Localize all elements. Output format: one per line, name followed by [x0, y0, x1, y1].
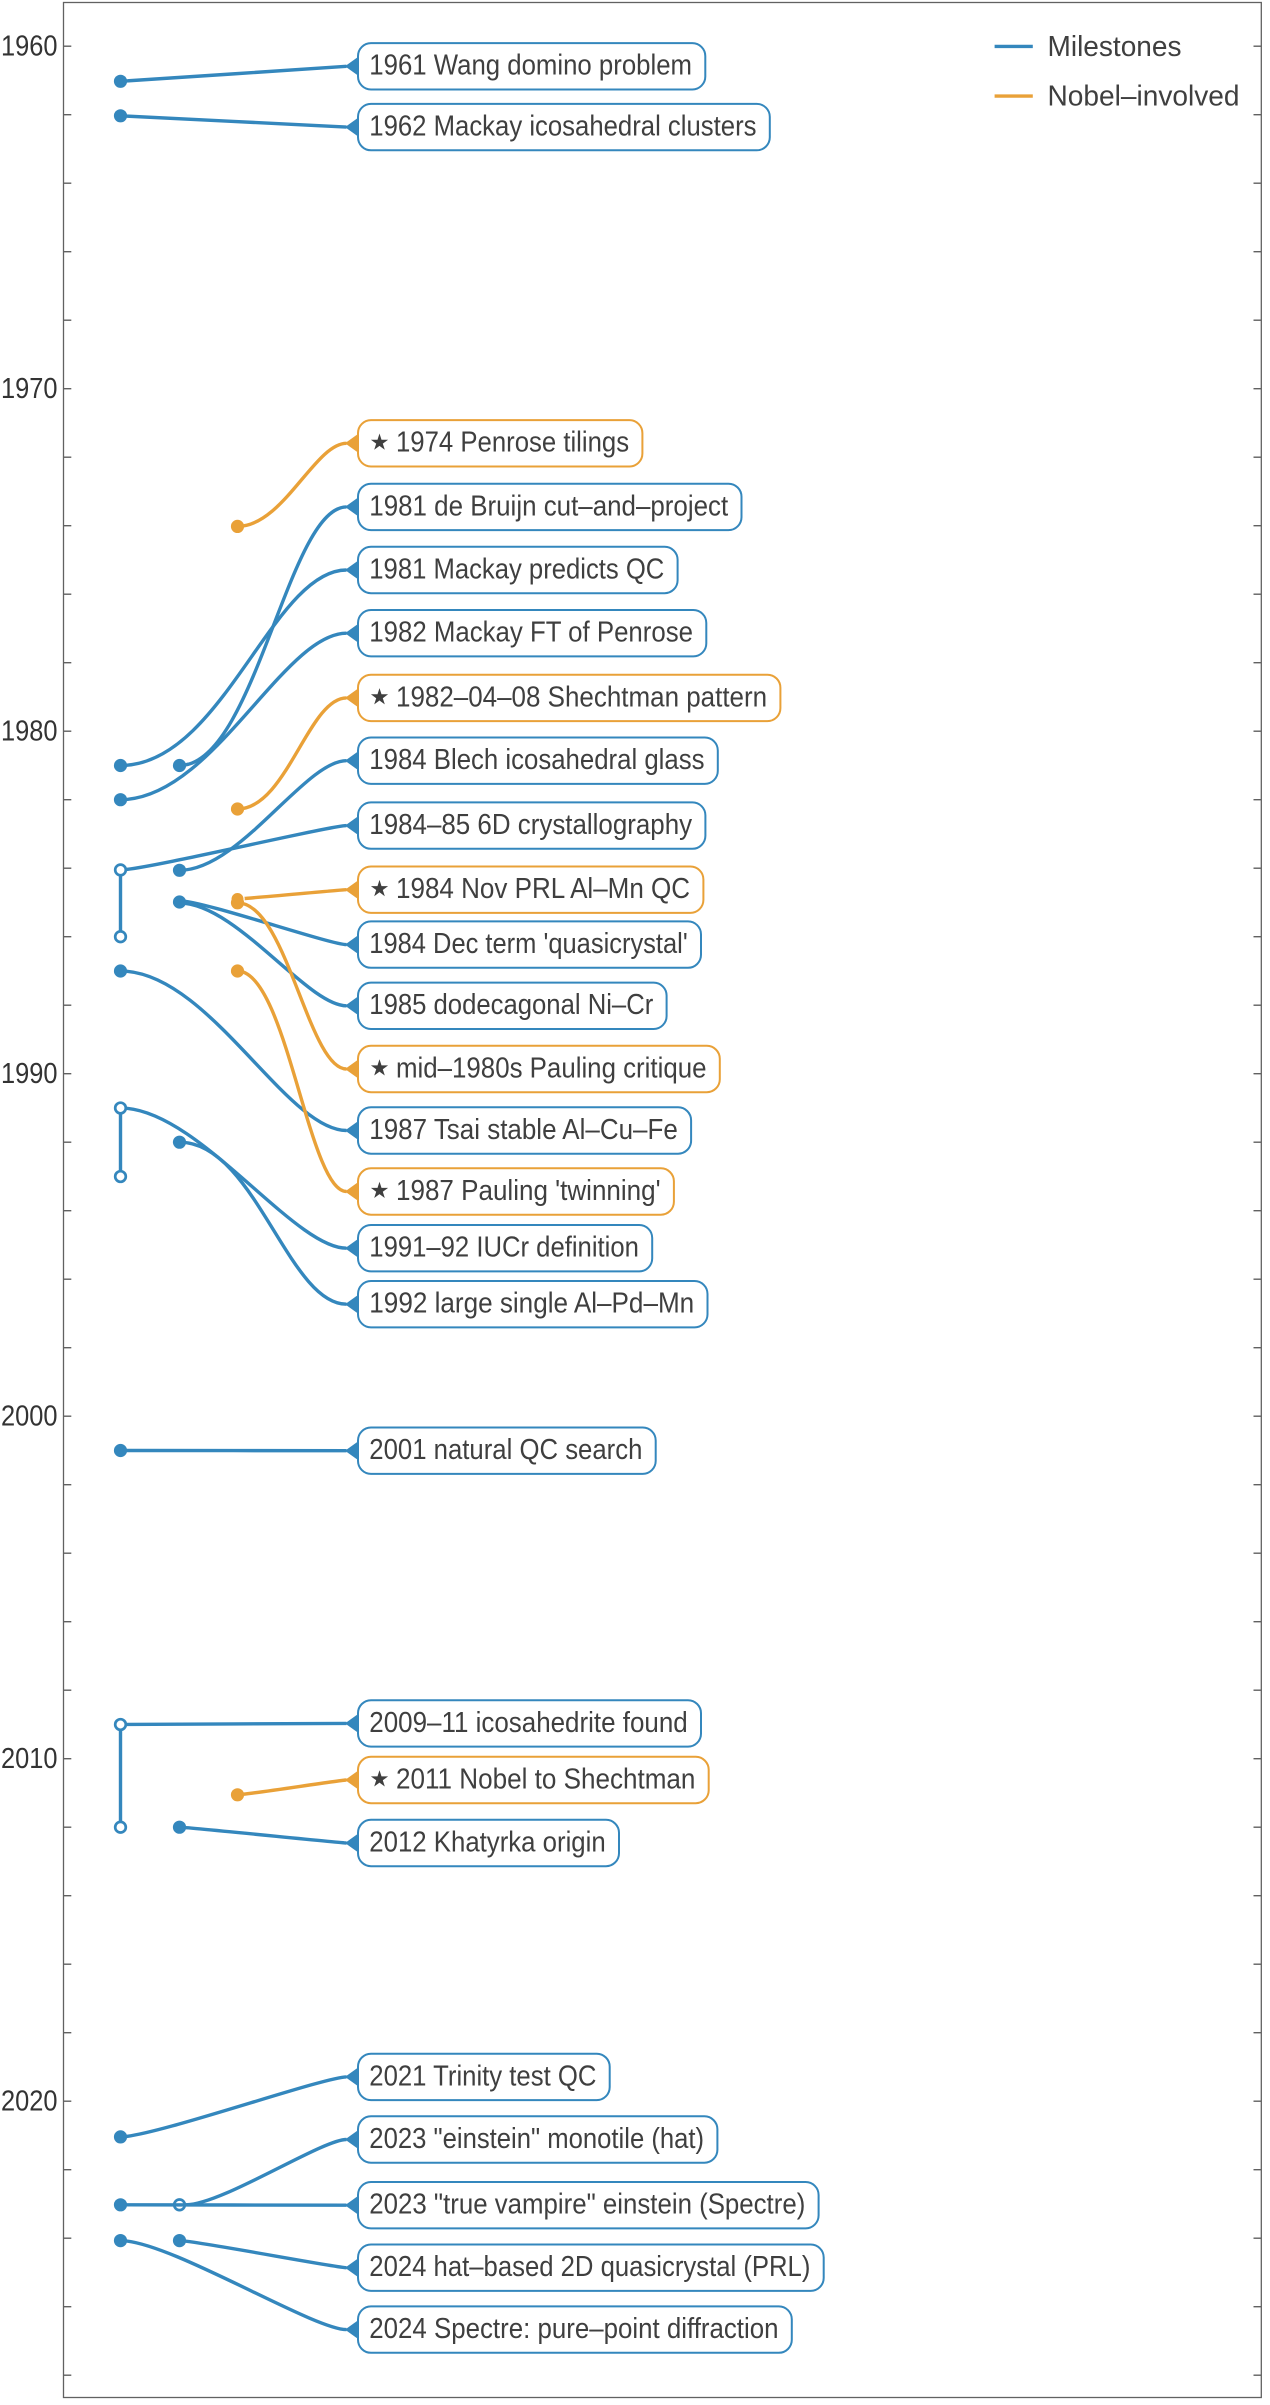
svg-text:1987 Pauling 'twinning': 1987 Pauling 'twinning': [396, 1175, 661, 1207]
svg-text:1970: 1970: [1, 373, 58, 405]
svg-text:1960: 1960: [1, 31, 58, 63]
svg-text:2011 Nobel to Shechtman: 2011 Nobel to Shechtman: [396, 1763, 695, 1795]
svg-text:1992 large single Al–Pd–Mn: 1992 large single Al–Pd–Mn: [369, 1288, 694, 1320]
svg-text:1980: 1980: [1, 716, 58, 748]
svg-text:2024 Spectre: pure–point diffr: 2024 Spectre: pure–point diffraction: [369, 2313, 778, 2345]
svg-text:2023 "einstein" monotile (hat): 2023 "einstein" monotile (hat): [369, 2123, 704, 2155]
svg-text:Nobel–involved: Nobel–involved: [1048, 81, 1240, 113]
svg-text:2001 natural QC search: 2001 natural QC search: [369, 1434, 642, 1466]
svg-text:1974 Penrose tilings: 1974 Penrose tilings: [396, 427, 629, 459]
svg-text:2012 Khatyrka origin: 2012 Khatyrka origin: [369, 1826, 605, 1858]
svg-text:1991–92 IUCr definition: 1991–92 IUCr definition: [369, 1232, 639, 1264]
svg-text:2000: 2000: [1, 1401, 58, 1433]
svg-text:mid–1980s Pauling critique: mid–1980s Pauling critique: [396, 1052, 707, 1084]
svg-text:1961 Wang domino problem: 1961 Wang domino problem: [369, 50, 692, 82]
svg-text:2024 hat–based 2D quasicrystal: 2024 hat–based 2D quasicrystal (PRL): [369, 2251, 810, 2283]
svg-text:1981 de Bruijn cut–and–project: 1981 de Bruijn cut–and–project: [369, 490, 728, 522]
svg-text:1984 Dec term 'quasicrystal': 1984 Dec term 'quasicrystal': [369, 928, 687, 960]
svg-text:1984 Blech icosahedral glass: 1984 Blech icosahedral glass: [369, 744, 704, 776]
svg-text:1981 Mackay predicts QC: 1981 Mackay predicts QC: [369, 553, 664, 585]
svg-text:1990: 1990: [1, 1058, 58, 1090]
svg-text:1962 Mackay icosahedral cluste: 1962 Mackay icosahedral clusters: [369, 111, 756, 143]
svg-text:1982–04–08 Shechtman pattern: 1982–04–08 Shechtman pattern: [396, 681, 767, 713]
svg-text:2021 Trinity test QC: 2021 Trinity test QC: [369, 2060, 596, 2092]
svg-text:1987 Tsai stable Al–Cu–Fe: 1987 Tsai stable Al–Cu–Fe: [369, 1114, 678, 1146]
svg-text:1984–85 6D crystallography: 1984–85 6D crystallography: [369, 809, 692, 841]
svg-text:2010: 2010: [1, 1743, 58, 1775]
svg-text:2020: 2020: [1, 2086, 58, 2118]
svg-text:2023 "true vampire" einstein (: 2023 "true vampire" einstein (Spectre): [369, 2189, 805, 2221]
svg-text:1982 Mackay FT of Penrose: 1982 Mackay FT of Penrose: [369, 617, 693, 649]
svg-text:2009–11 icosahedrite found: 2009–11 icosahedrite found: [369, 1707, 687, 1739]
svg-text:1985 dodecagonal Ni–Cr: 1985 dodecagonal Ni–Cr: [369, 989, 653, 1021]
svg-text:Milestones: Milestones: [1048, 31, 1182, 63]
svg-text:1984 Nov PRL Al–Mn QC: 1984 Nov PRL Al–Mn QC: [396, 873, 690, 905]
